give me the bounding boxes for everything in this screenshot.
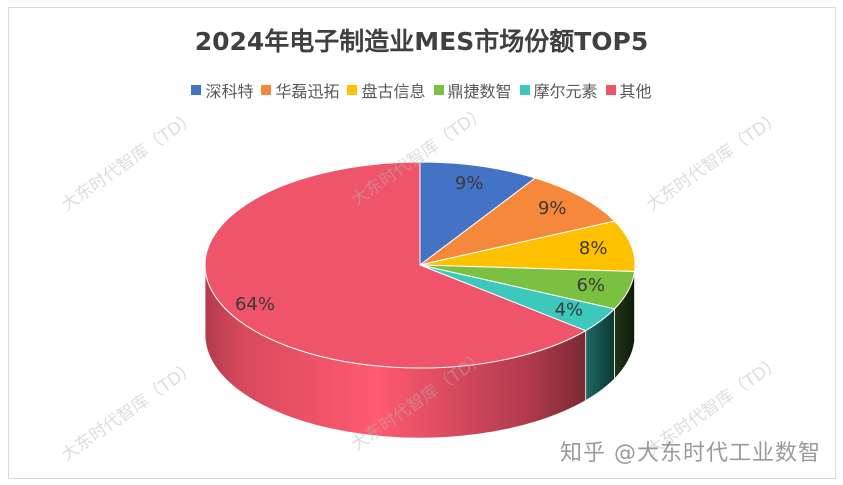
legend-label: 其他 xyxy=(619,82,652,101)
legend-item-4: 摩尔元素 xyxy=(519,78,598,102)
pie-label-0: 9% xyxy=(455,173,484,194)
legend-label: 盘古信息 xyxy=(361,82,426,101)
legend-swatch-icon xyxy=(433,85,444,95)
legend-item-0: 深科特 xyxy=(191,78,253,102)
pie-label-2: 8% xyxy=(579,238,608,259)
pie-slice-5[interactable] xyxy=(204,161,587,369)
pie-labels: 9% 9% 8% 6% 4% 64% xyxy=(235,173,607,320)
pie-slice-1[interactable] xyxy=(419,177,616,266)
legend-swatch-icon xyxy=(519,85,530,95)
legend-item-3: 鼎捷数智 xyxy=(433,78,512,102)
legend-item-2: 盘古信息 xyxy=(347,78,426,102)
legend-item-5: 其他 xyxy=(605,78,652,102)
pie-slice-0[interactable] xyxy=(419,161,537,267)
chart-legend: 深科特 华磊迅拓 盘古信息 鼎捷数智 摩尔元素 其他 xyxy=(0,78,843,102)
legend-label: 摩尔元素 xyxy=(533,82,598,101)
source-credit: 知乎 @大东时代工业数智 xyxy=(560,441,821,466)
legend-swatch-icon xyxy=(261,85,272,95)
pie-label-1: 9% xyxy=(538,198,567,219)
legend-item-1: 华磊迅拓 xyxy=(261,78,339,102)
legend-label: 鼎捷数智 xyxy=(447,82,512,101)
legend-swatch-icon xyxy=(191,85,202,95)
chart-title: 2024年电子制造业MES市场份额TOP5 xyxy=(194,27,649,56)
legend-label: 深科特 xyxy=(205,82,254,101)
legend-label: 华磊迅拓 xyxy=(275,82,340,101)
pie-label-3: 6% xyxy=(576,275,605,296)
pie-slices xyxy=(204,161,636,369)
legend-swatch-icon xyxy=(605,85,616,95)
pie-slice-2[interactable] xyxy=(419,220,636,272)
legend-swatch-icon xyxy=(347,85,358,95)
pie-label-4: 4% xyxy=(555,299,584,320)
pie-label-5: 64% xyxy=(235,294,275,315)
